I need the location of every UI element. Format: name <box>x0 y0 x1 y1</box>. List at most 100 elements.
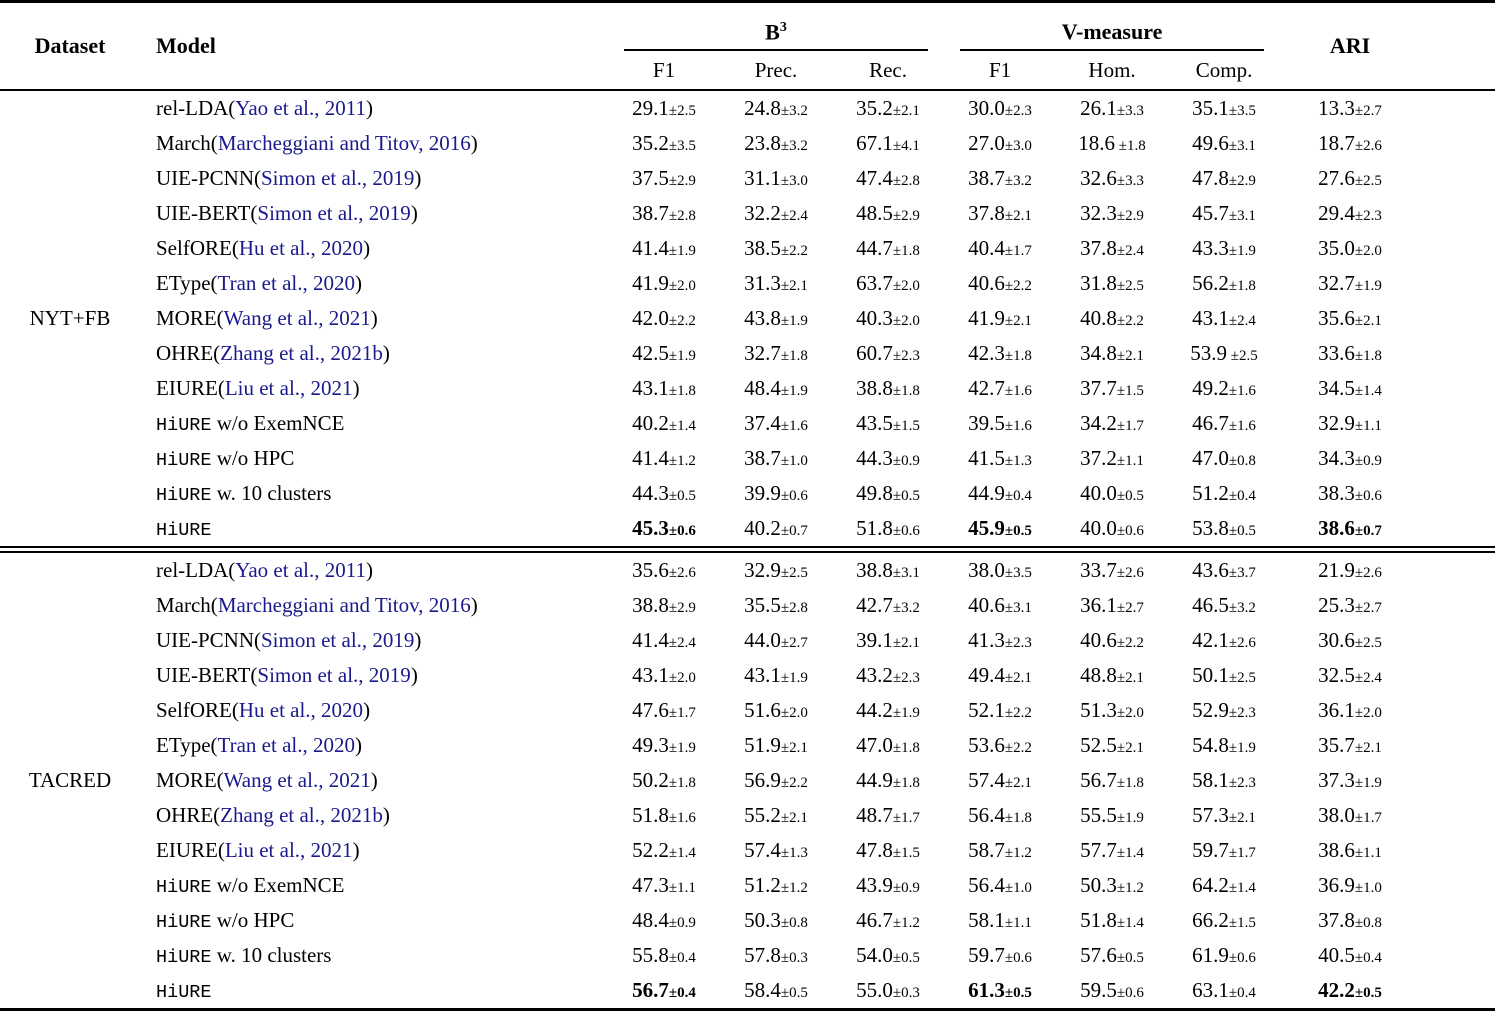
citation-link[interactable]: Hu et al., 2020 <box>238 236 364 260</box>
metric-value: 58.4 <box>744 978 781 1002</box>
metric-error: ±3.2 <box>780 138 808 154</box>
metric-cell: 39.1±2.1 <box>832 623 944 658</box>
model-cell: March(Marcheggiani and Titov, 2016) <box>140 588 608 623</box>
model-name: UIE-BERT( <box>156 663 258 687</box>
citation-link[interactable]: Simon et al., 2019 <box>261 166 415 190</box>
model-name: March( <box>156 593 218 617</box>
metric-value: 40.0 <box>1080 516 1117 540</box>
metric-error: ±2.1 <box>780 278 808 294</box>
metric-error: ±0.9 <box>1354 453 1382 469</box>
metric-cell: 35.7±2.1 <box>1280 728 1495 763</box>
metric-cell: 37.7±1.5 <box>1056 371 1168 406</box>
metric-error: ±2.1 <box>1116 670 1144 686</box>
metric-value: 38.7 <box>632 201 669 225</box>
metric-value: 57.7 <box>1080 838 1117 862</box>
table-row: MORE(Wang et al., 2021) 50.2±1.8 56.9±2.2 4… <box>0 763 1495 798</box>
metric-error: ±3.2 <box>1228 600 1256 616</box>
metric-value: 44.9 <box>968 481 1005 505</box>
citation-link[interactable]: Yao et al., 2011 <box>235 96 366 120</box>
model-cell: EType(Tran et al., 2020) <box>140 266 608 301</box>
citation-link[interactable]: Simon et al., 2019 <box>261 628 415 652</box>
metric-value: 41.4 <box>632 446 669 470</box>
citation-link[interactable]: Hu et al., 2020 <box>238 698 364 722</box>
vmeasure-group-rule <box>960 49 1265 51</box>
metric-error: ±2.1 <box>1354 740 1382 756</box>
metric-value: 39.9 <box>744 481 781 505</box>
metric-value: 35.2 <box>856 96 893 120</box>
metric-cell: 38.7±2.8 <box>608 196 720 231</box>
metric-value: 44.3 <box>856 446 893 470</box>
metric-error: ±1.7 <box>668 705 696 721</box>
model-name: MORE( <box>156 306 224 330</box>
model-cell: rel-LDA(Yao et al., 2011) <box>140 90 608 126</box>
metric-error: ±0.5 <box>1116 488 1144 504</box>
metric-value: 63.1 <box>1192 978 1229 1002</box>
metric-value: 36.9 <box>1318 873 1355 897</box>
citation-link[interactable]: Marcheggiani and Titov, 2016 <box>217 593 471 617</box>
metric-error: ±1.4 <box>1116 845 1144 861</box>
metric-error: ±1.9 <box>1116 810 1144 826</box>
citation-link[interactable]: Simon et al., 2019 <box>257 663 411 687</box>
b3-f1-header: F1 <box>652 57 676 82</box>
metric-error: ±2.7 <box>1354 600 1382 616</box>
metric-cell: 21.9±2.6 <box>1280 552 1495 588</box>
metric-cell: 40.6±2.2 <box>1056 623 1168 658</box>
metric-error: ±0.5 <box>1228 523 1256 539</box>
citation-link[interactable]: Simon et al., 2019 <box>257 201 411 225</box>
citation-link[interactable]: Yao et al., 2011 <box>235 558 366 582</box>
metric-value: 38.7 <box>968 166 1005 190</box>
citation-link[interactable]: Marcheggiani and Titov, 2016 <box>217 131 471 155</box>
metric-cell: 55.2±2.1 <box>720 798 832 833</box>
metric-error: ±0.5 <box>1004 523 1032 539</box>
citation-link[interactable]: Zhang et al., 2021b <box>220 803 383 827</box>
metric-value: 58.1 <box>1192 768 1229 792</box>
citation-link[interactable]: Tran et al., 2020 <box>217 271 355 295</box>
metric-value: 42.7 <box>968 376 1005 400</box>
citation-link[interactable]: Tran et al., 2020 <box>217 733 355 757</box>
metric-error: ±1.8 <box>1115 138 1146 154</box>
metric-error: ±0.4 <box>1004 488 1032 504</box>
metric-cell: 37.8±0.8 <box>1280 903 1495 938</box>
model-name: March( <box>156 131 218 155</box>
metric-cell: 48.8±2.1 <box>1056 658 1168 693</box>
metric-cell: 35.1±3.5 <box>1168 90 1280 126</box>
metric-cell: 31.3±2.1 <box>720 266 832 301</box>
model-name-close-paren: ) <box>470 131 478 155</box>
metric-error: ±3.2 <box>780 103 808 119</box>
metric-value: 58.1 <box>968 908 1005 932</box>
metric-cell: 42.5±1.9 <box>608 336 720 371</box>
metric-error: ±2.3 <box>892 670 920 686</box>
metric-value: 56.4 <box>968 873 1005 897</box>
metric-cell: 50.1±2.5 <box>1168 658 1280 693</box>
metric-error: ±3.3 <box>1116 173 1144 189</box>
model-name-suffix: w. 10 clusters <box>211 481 332 505</box>
metric-cell: 45.3±0.6 <box>608 511 720 547</box>
metric-cell: 40.5±0.4 <box>1280 938 1495 973</box>
metric-error: ±0.7 <box>1354 523 1382 539</box>
metric-value: 48.8 <box>1080 663 1117 687</box>
table-row: EIURE(Liu et al., 2021) 52.2±1.4 57.4±1.3 4… <box>0 833 1495 868</box>
table-row: HiURE w/o HPC 48.4±0.9 50.3±0.8 46.7±1.2 58.… <box>0 903 1495 938</box>
metric-error: ±2.6 <box>1354 138 1382 154</box>
metric-error: ±1.8 <box>892 383 920 399</box>
metric-value: 32.9 <box>744 558 781 582</box>
model-cell: SelfORE(Hu et al., 2020) <box>140 231 608 266</box>
metric-cell: 60.7±2.3 <box>832 336 944 371</box>
metric-value: 29.1 <box>632 96 669 120</box>
table-row: OHRE(Zhang et al., 2021b) 51.8±1.6 55.2±2.… <box>0 798 1495 833</box>
citation-link[interactable]: Liu et al., 2021 <box>224 376 353 400</box>
citation-link[interactable]: Liu et al., 2021 <box>224 838 353 862</box>
citation-link[interactable]: Wang et al., 2021 <box>223 306 371 330</box>
metric-cell: 37.4±1.6 <box>720 406 832 441</box>
citation-link[interactable]: Wang et al., 2021 <box>223 768 371 792</box>
metric-value: 41.9 <box>632 271 669 295</box>
metric-value: 42.2 <box>1318 978 1355 1002</box>
citation-link[interactable]: Zhang et al., 2021b <box>220 341 383 365</box>
metric-cell: 49.4±2.1 <box>944 658 1056 693</box>
metric-cell: 49.2±1.6 <box>1168 371 1280 406</box>
model-name-close-paren: ) <box>363 236 371 260</box>
metric-cell: 42.7±1.6 <box>944 371 1056 406</box>
metric-value: 40.0 <box>1080 481 1117 505</box>
metric-error: ±2.0 <box>668 278 696 294</box>
metric-error: ±2.0 <box>892 313 920 329</box>
